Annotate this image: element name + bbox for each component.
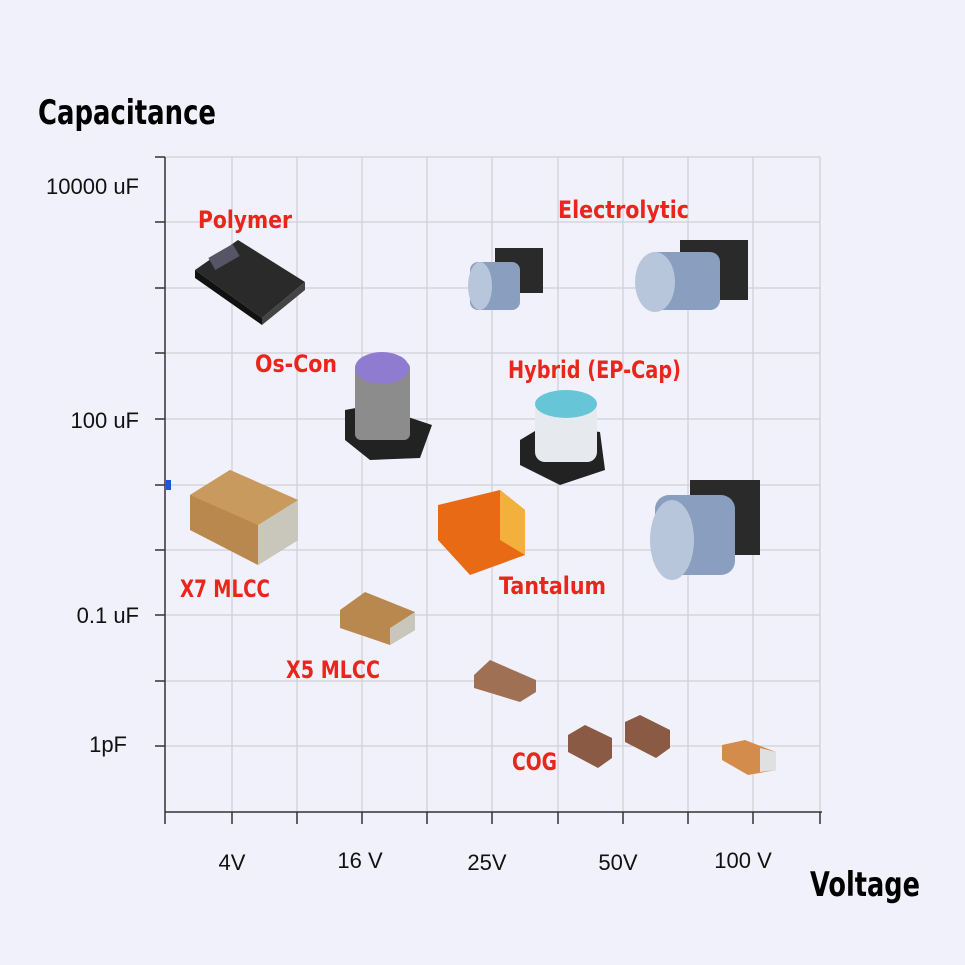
component-label: Tantalum (499, 572, 606, 600)
component-label: Electrolytic (558, 196, 689, 224)
component-label: Hybrid (EP-Cap) (508, 356, 681, 384)
x-tick-label: 25V (467, 850, 506, 875)
y-tick-label: 100 uF (71, 408, 140, 433)
marker (166, 480, 171, 490)
electrolytic-mid (650, 480, 760, 580)
axes (155, 156, 822, 824)
hybrid-cap (520, 390, 605, 485)
y-tick-label: 10000 uF (46, 174, 139, 199)
component-label: X5 MLCC (286, 656, 380, 684)
component-label: COG (512, 748, 557, 776)
cog-caps (474, 660, 776, 775)
tantalum-cap (438, 490, 525, 575)
y-tick-label: 1pF (89, 732, 127, 757)
x7-mlcc (190, 470, 298, 565)
y-tick-label: 0.1 uF (77, 603, 139, 628)
x-title: Voltage (810, 865, 920, 905)
polymer-cap (195, 240, 305, 325)
component-label: Os-Con (255, 350, 337, 378)
component-label: Polymer (198, 206, 292, 234)
x-tick-label: 50V (598, 850, 637, 875)
component-label: X7 MLCC (180, 575, 270, 603)
x-tick-label: 100 V (714, 848, 772, 873)
electrolytic-large (635, 240, 748, 312)
electrolytic-small (468, 248, 543, 310)
y-title: Capacitance (38, 93, 216, 133)
os-con-cap (345, 352, 432, 460)
x-tick-label: 4V (219, 850, 246, 875)
x-tick-label: 16 V (337, 848, 383, 873)
x5-mlcc (340, 592, 415, 645)
